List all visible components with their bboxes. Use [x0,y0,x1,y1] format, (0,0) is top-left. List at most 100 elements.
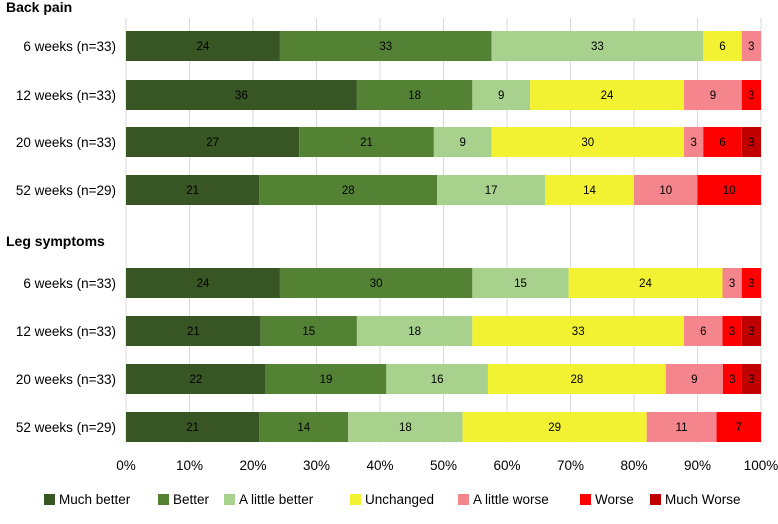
legend-label: Much Worse [665,492,741,507]
bar-segment [126,80,357,110]
row-label: 12 weeks (n=33) [16,324,116,339]
row-label: 12 weeks (n=33) [16,88,116,103]
bar-value-label: 24 [601,90,614,102]
bar-value-label: 28 [342,185,355,197]
row-label: 52 weeks (n=29) [16,420,116,435]
bar-value-label: 18 [408,326,421,338]
legend-swatch [350,494,361,505]
bar-segment [356,316,473,346]
legend-swatch [650,494,661,505]
row-label: 52 weeks (n=29) [16,183,116,198]
bar-segment [126,268,280,298]
bar-value-label: 33 [591,41,604,53]
bar-segment [487,364,666,394]
bar-segment [634,175,698,205]
legend-swatch [158,494,169,505]
legend-label: Much better [59,492,131,507]
legend-item: Worse [580,492,634,507]
legend-swatch [44,494,55,505]
bar-value-label: 11 [676,422,688,434]
bar-value-label: 29 [548,422,561,434]
x-tick-label: 80% [620,458,647,473]
bar-segment [491,31,704,61]
x-tick-label: 90% [684,458,711,473]
legend-label: Better [173,492,210,507]
bar-segment [472,316,685,346]
bar-segment [386,364,488,394]
bar-segment [299,127,434,157]
bar-segment [259,175,438,205]
bar-segment [348,412,463,442]
bar-value-label: 19 [320,374,333,386]
bar-segment [545,175,634,205]
bar-segment [703,31,742,61]
bar-value-label: 3 [729,374,735,386]
bar-value-label: 3 [729,326,735,338]
bar-segment [126,412,260,442]
bar-segment [646,412,717,442]
x-tick-label: 50% [430,458,457,473]
legend-swatch [580,494,591,505]
bar-segment [530,80,685,110]
bar-value-label: 15 [514,278,527,290]
legend-item: Much Worse [650,492,741,507]
bar-value-label: 21 [187,326,200,338]
bar-segment [437,175,546,205]
row-label: 6 weeks (n=33) [23,39,116,54]
bar-segment [722,364,742,394]
bar-value-label: 3 [748,278,754,290]
bar-value-label: 9 [710,90,716,102]
bar-value-label: 7 [736,422,742,434]
bar-value-label: 21 [186,422,199,434]
bar-segment [741,127,761,157]
x-tick-label: 100% [744,458,778,473]
bar-value-label: 9 [498,90,504,102]
bar-segment [491,127,685,157]
bar-segment [741,31,761,61]
bar-value-label: 30 [581,137,594,149]
bar-value-label: 6 [719,137,725,149]
bar-value-label: 33 [379,41,392,53]
bar-value-label: 24 [197,278,210,290]
bar-segment [703,127,742,157]
bar-value-label: 9 [460,137,466,149]
bar-segment [260,316,357,346]
bar-value-label: 24 [639,278,652,290]
legend-item: Better [158,492,210,507]
bar-segment [126,316,261,346]
legend-label: Unchanged [365,492,434,507]
bar-segment [722,268,742,298]
bar-segment [126,364,266,394]
bar-value-label: 3 [690,137,696,149]
legend-item: Much better [44,492,131,507]
bar-segment [462,412,647,442]
legend-swatch [458,494,469,505]
legend-item: Unchanged [350,492,434,507]
bar-value-label: 3 [748,137,754,149]
bar-segment [126,175,260,205]
x-tick-label: 30% [303,458,330,473]
bar-segment [126,127,300,157]
bar-segment [433,127,492,157]
bar-value-label: 14 [583,185,596,197]
bar-value-label: 21 [360,137,373,149]
bar-segment [684,80,742,110]
bar-segment [279,31,492,61]
bar-segment [741,268,761,298]
legend-item: A little worse [458,492,549,507]
bar-segment [472,268,569,298]
x-tick-label: 10% [176,458,203,473]
bar-segment [356,80,473,110]
bar-segment [265,364,387,394]
x-tick-label: 0% [116,458,136,473]
bar-segment [741,80,761,110]
bar-segment [741,364,761,394]
legend-label: Worse [595,492,634,507]
bar-value-label: 10 [659,185,672,197]
panel-title: Back pain [6,0,72,15]
row-label: 6 weeks (n=33) [23,276,116,291]
bar-segment [126,31,280,61]
bar-segment [697,175,761,205]
bar-segment [722,316,742,346]
